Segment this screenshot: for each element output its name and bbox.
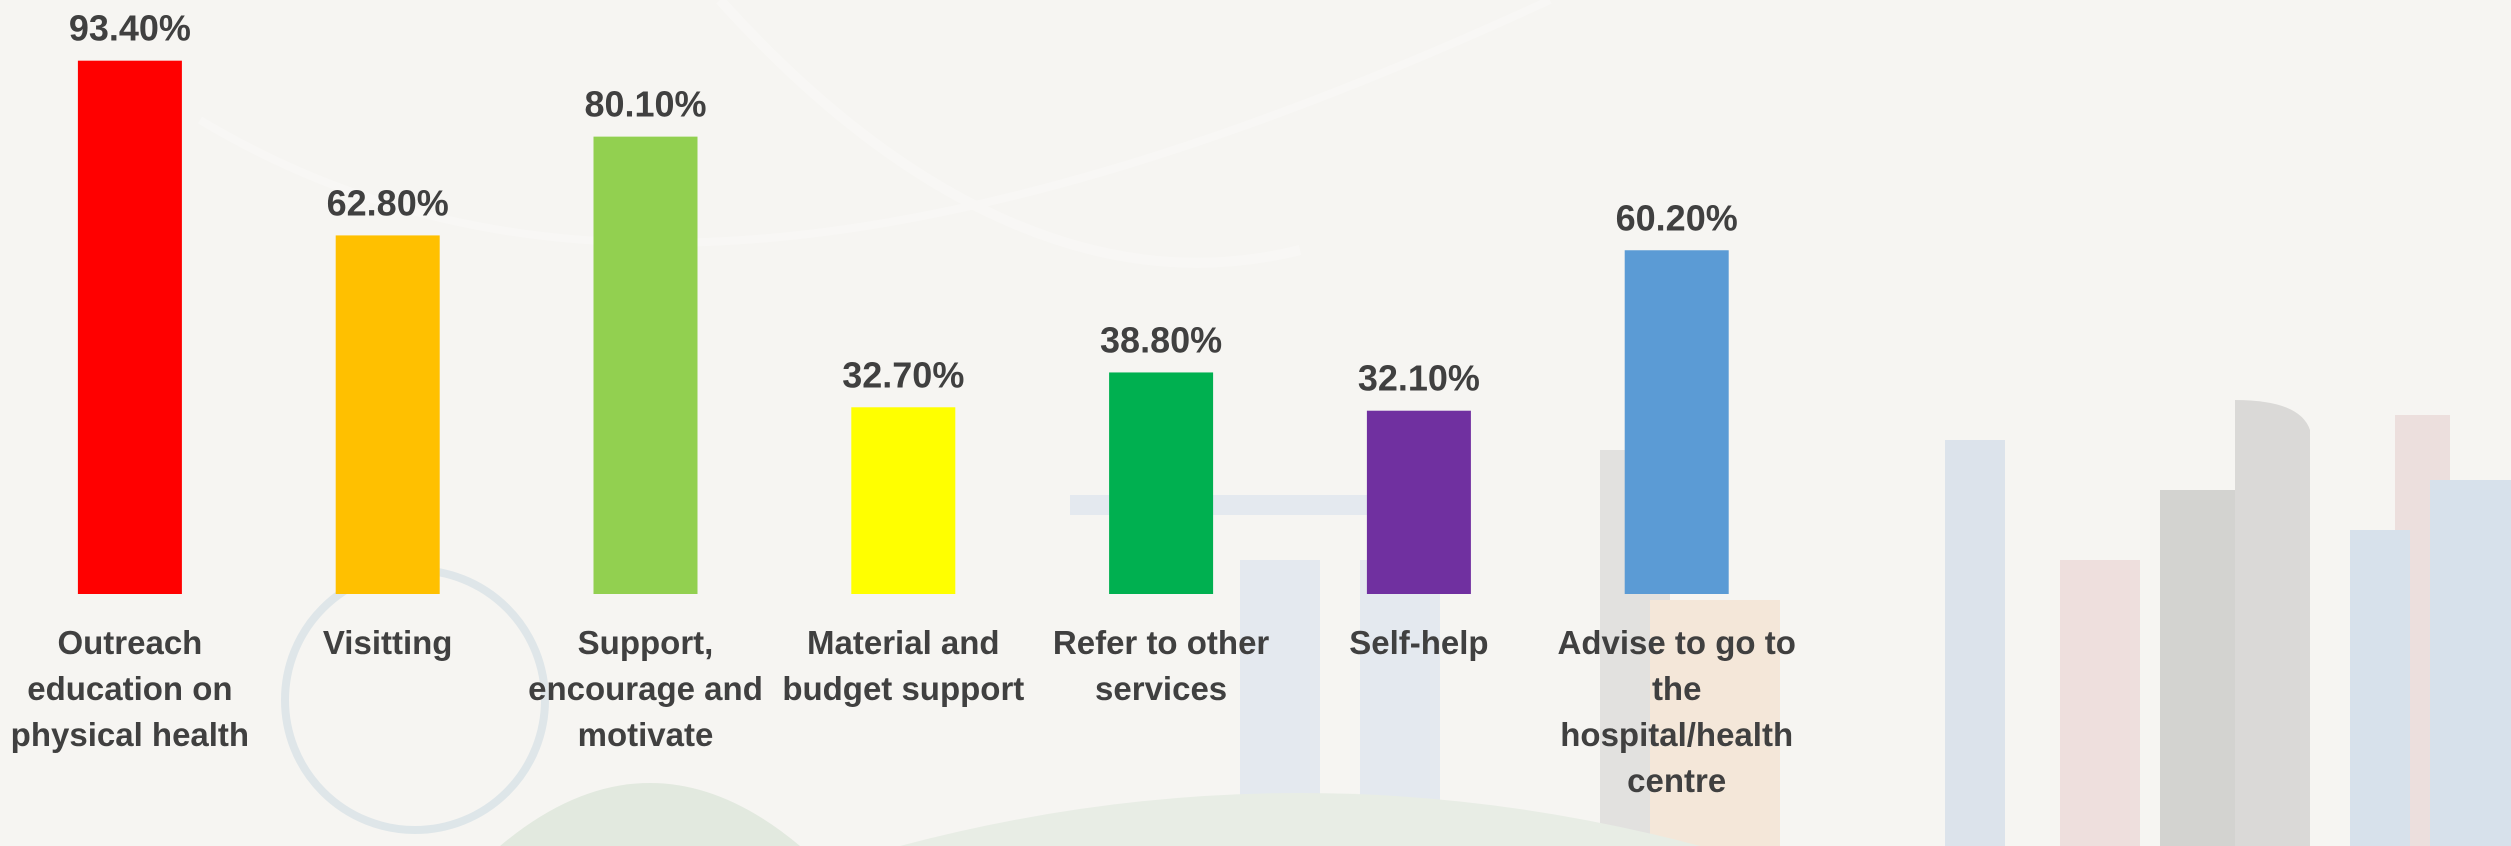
category-label: Outreach education on physical health: [10, 624, 250, 753]
category-label: Visitting: [322, 624, 453, 661]
bar: [335, 235, 440, 595]
bar: [1366, 410, 1471, 594]
value-label: 32.70%: [842, 354, 964, 395]
category-label: Refer to other services: [1052, 624, 1270, 707]
value-label: 93.40%: [69, 8, 191, 49]
skyline-decoration: [197, 0, 2511, 846]
bar: [1624, 250, 1729, 594]
value-label: 62.80%: [327, 182, 449, 223]
bar: [1109, 372, 1214, 594]
category-label: Self-help: [1349, 624, 1489, 661]
category-label: Support, encourage and motivate: [528, 624, 763, 753]
category-label: Material and budget support: [782, 624, 1025, 707]
bar: [851, 407, 956, 594]
value-label: 80.10%: [584, 84, 706, 125]
bar: [77, 60, 182, 595]
bar: [593, 136, 698, 594]
category-label: Advise to go to the hospital/health cent…: [1557, 624, 1796, 799]
value-label: 32.10%: [1358, 358, 1480, 399]
value-label: 38.80%: [1100, 319, 1222, 360]
value-label: 60.20%: [1616, 197, 1738, 238]
